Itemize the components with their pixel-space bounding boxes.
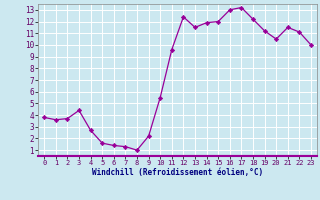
X-axis label: Windchill (Refroidissement éolien,°C): Windchill (Refroidissement éolien,°C) [92, 168, 263, 177]
